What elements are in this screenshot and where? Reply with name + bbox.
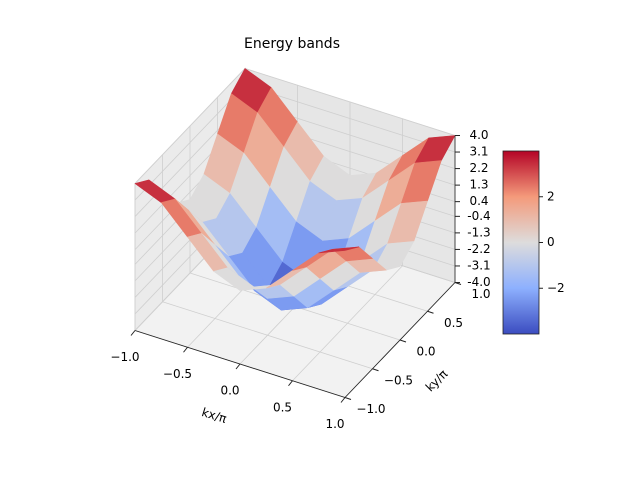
grid-line	[134, 68, 246, 184]
chart-title: Energy bands	[244, 36, 340, 52]
z-tick-label: 0.4	[469, 194, 488, 208]
z-tick-label: -2.2	[467, 242, 490, 256]
y-tick-label: 0.0	[416, 345, 435, 359]
grid-line	[134, 84, 246, 201]
x-tick	[340, 397, 346, 403]
z-tick-label: -0.4	[467, 209, 490, 223]
y-tick	[344, 397, 352, 400]
x-tick-label: −0.5	[163, 367, 192, 381]
y-tick	[372, 368, 379, 372]
z-tick-label: 1.3	[469, 178, 488, 192]
grid-line	[162, 301, 373, 370]
y-tick-label: −0.5	[384, 373, 413, 387]
x-tick-label: 0.0	[220, 384, 239, 398]
z-tick-label: 3.1	[469, 145, 488, 159]
y-tick	[427, 310, 434, 314]
z-tick-label: 4.0	[469, 128, 488, 142]
y-tick-label: 1.0	[471, 287, 490, 301]
x-tick	[130, 330, 136, 336]
x-tick	[183, 346, 188, 353]
x-axis-label: kx/π	[200, 405, 228, 426]
y-tick	[399, 339, 407, 343]
surface-patch	[318, 246, 360, 254]
grid-line	[244, 84, 456, 153]
x-tick-label: −1.0	[110, 350, 139, 364]
y-tick-label: 0.5	[444, 316, 463, 330]
colorbar	[502, 150, 540, 335]
x-tick-label: 0.5	[273, 400, 292, 414]
z-tick-label: -4.0	[467, 275, 490, 289]
y-axis-label: ky/π	[423, 367, 450, 394]
x-tick-label: 1.0	[325, 417, 344, 431]
z-tick-label: 2.2	[469, 161, 488, 175]
colorbar-tick-label: 2	[547, 189, 555, 203]
z-tick-label: -1.3	[467, 225, 490, 239]
grid-line	[244, 68, 456, 136]
y-tick-label: −1.0	[356, 402, 385, 416]
colorbar-tick-label: 0	[547, 235, 555, 249]
colorbar-tick-label: −2	[547, 281, 565, 295]
x-tick	[288, 380, 293, 387]
z-tick-label: -3.1	[467, 258, 490, 272]
x-tick	[235, 363, 241, 370]
